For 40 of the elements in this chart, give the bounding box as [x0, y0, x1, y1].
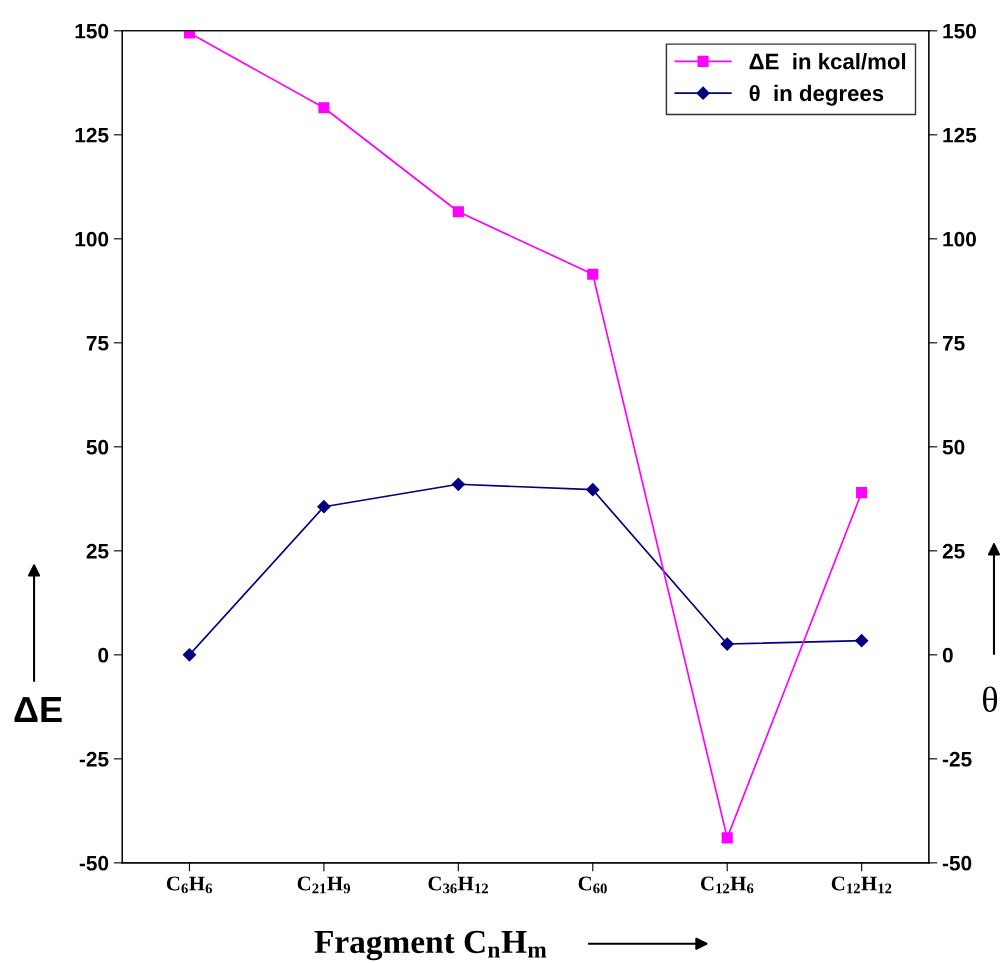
point: [451, 477, 465, 491]
point: [720, 637, 734, 651]
y2-tick-label: 125: [943, 127, 977, 143]
x-axis-title: Fragment C$_{n}$H$_{m}$: [314, 930, 547, 961]
x-tick-label: C$_{12}$H$_{12}$: [831, 876, 892, 894]
y2-tick-label: 25: [942, 543, 965, 559]
point: [721, 832, 733, 844]
y2-axis-title: θ: [983, 686, 998, 713]
y2-tick-label: 0: [942, 647, 953, 663]
y-tick-label: 0: [98, 647, 109, 663]
legend-label: ΔE in kcal/mol: [749, 53, 906, 70]
y-tick-label: 25: [86, 543, 109, 559]
point: [586, 483, 600, 497]
point: [855, 634, 869, 648]
y2-tick-label: -50: [942, 855, 972, 871]
y2-tick-label: 75: [942, 336, 965, 351]
y2-tick-label: 50: [942, 439, 965, 455]
y-tick-label: 150: [75, 23, 109, 39]
point: [318, 102, 330, 114]
y-tick-label: 50: [86, 439, 109, 455]
y-tick-label: -50: [79, 855, 109, 871]
point: [452, 206, 464, 218]
point: [856, 487, 868, 499]
y-axis-title: ΔE: [14, 697, 62, 722]
x-tick-label: C$_{12}$H$_{6}$: [700, 876, 754, 894]
y-tick-label: 75: [86, 336, 109, 351]
y-tick-label: -25: [79, 751, 109, 767]
y2-tick-label: 100: [943, 231, 976, 247]
y2-tick-label: 150: [943, 23, 976, 39]
x-tick-label: C$_{36}$H$_{12}$: [428, 876, 488, 894]
point: [182, 648, 197, 662]
y-tick-label: 100: [75, 231, 109, 247]
y2-tick-label: -25: [942, 751, 972, 767]
point: [587, 268, 599, 280]
y-tick-label: 125: [75, 127, 109, 143]
point: [317, 500, 331, 514]
x-tick-label: C$_{60}$: [578, 876, 607, 894]
x-tick-label: C$_{6}$H$_{6}$: [166, 876, 213, 894]
legend-label: θ in degrees: [749, 84, 884, 106]
x-tick-label: C$_{21}$H$_{9}$: [297, 876, 351, 894]
